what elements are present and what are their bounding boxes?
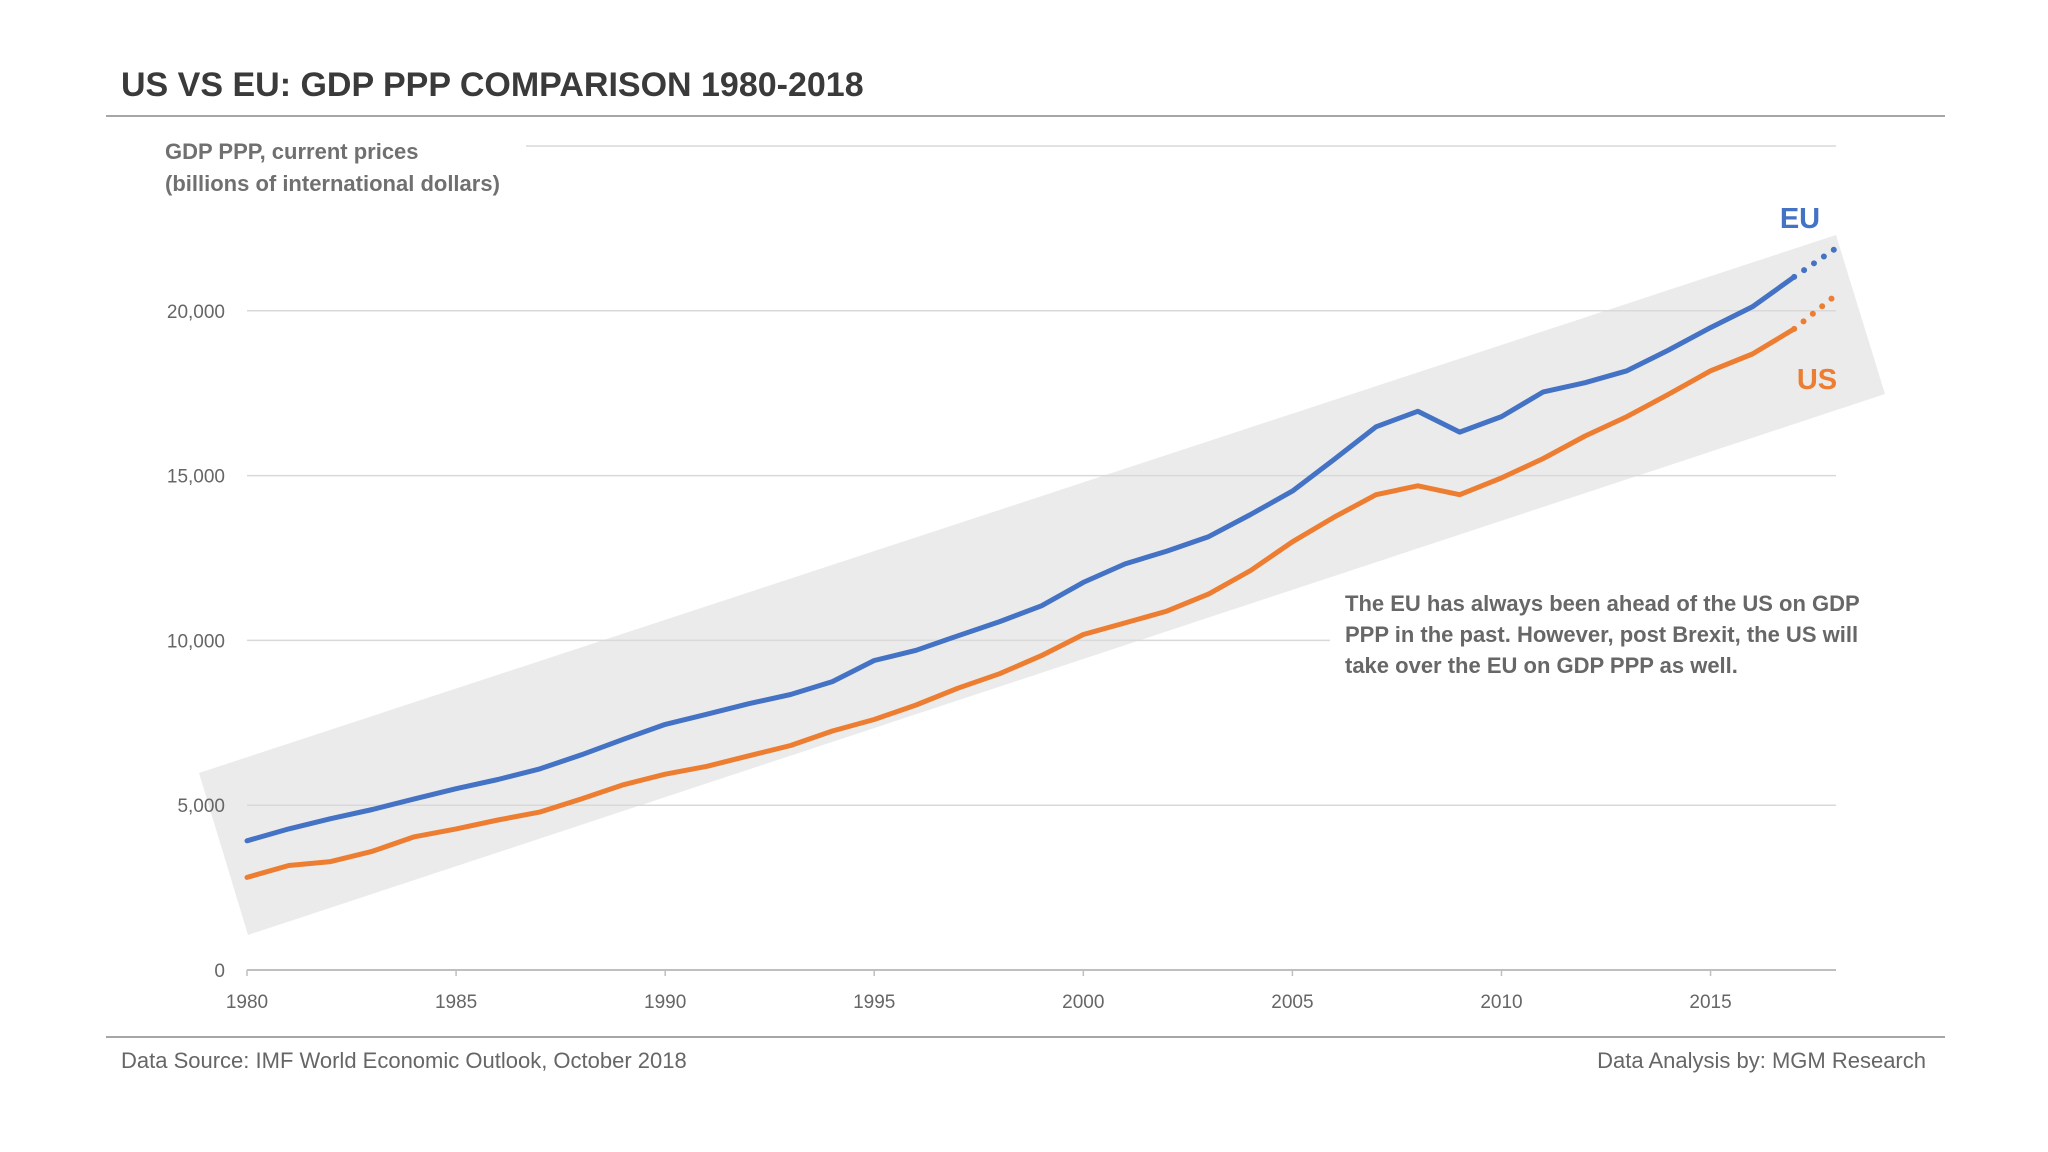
us-series-line	[244, 326, 1797, 880]
data-analysis-credit: Data Analysis by: MGM Research	[1597, 1048, 1926, 1073]
y-tick-label: 0	[214, 961, 225, 982]
y-axis-label-line-2: (billions of international dollars)	[165, 171, 500, 196]
x-tick-label: 2015	[1689, 992, 1731, 1013]
eu-series-label: EU	[1780, 203, 1820, 235]
y-axis-label: GDP PPP, current prices (billions of int…	[165, 136, 500, 200]
y-axis-label-line-1: GDP PPP, current prices	[165, 139, 419, 164]
y-tick-label: 20,000	[167, 302, 225, 323]
x-tick-label: 2005	[1271, 992, 1313, 1013]
x-tick-label: 1995	[853, 992, 895, 1013]
chart-title: US VS EU: GDP PPP COMPARISON 1980-2018	[121, 66, 864, 104]
us-series-label: US	[1797, 364, 1837, 396]
x-tick-label: 1990	[644, 992, 686, 1013]
x-tick-label: 2000	[1062, 992, 1104, 1013]
x-tick-label: 1980	[226, 992, 268, 1013]
trend-band	[199, 235, 1885, 935]
eu-series-line	[244, 274, 1797, 844]
y-tick-label: 5,000	[177, 796, 225, 817]
footer-divider	[106, 1036, 1945, 1038]
y-tick-label: 15,000	[167, 467, 225, 488]
eu-projection-line	[1791, 245, 1839, 280]
x-tick-label: 1985	[435, 992, 477, 1013]
x-tick-label: 2010	[1480, 992, 1522, 1013]
us-projection-line	[1791, 292, 1839, 332]
data-source: Data Source: IMF World Economic Outlook,…	[121, 1048, 687, 1073]
annotation-text: The EU has always been ahead of the US o…	[1345, 591, 1860, 678]
y-tick-label: 10,000	[167, 631, 225, 652]
title-divider	[106, 115, 1945, 117]
